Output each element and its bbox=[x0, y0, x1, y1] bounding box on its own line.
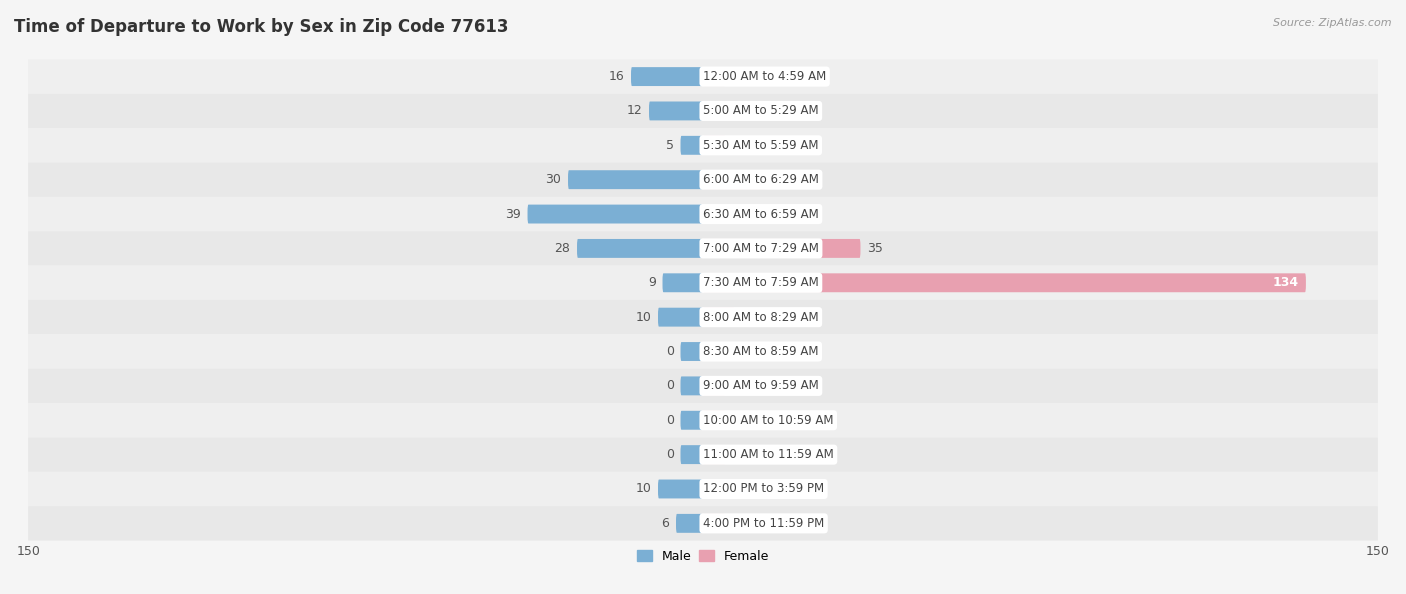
Text: 7:00 AM to 7:29 AM: 7:00 AM to 7:29 AM bbox=[703, 242, 818, 255]
FancyBboxPatch shape bbox=[28, 231, 1378, 266]
Text: 5: 5 bbox=[733, 380, 740, 393]
FancyBboxPatch shape bbox=[703, 170, 766, 189]
FancyBboxPatch shape bbox=[28, 506, 1378, 541]
FancyBboxPatch shape bbox=[658, 308, 703, 327]
Text: 5:30 AM to 5:59 AM: 5:30 AM to 5:59 AM bbox=[703, 139, 818, 152]
FancyBboxPatch shape bbox=[703, 239, 860, 258]
Text: 35: 35 bbox=[868, 242, 883, 255]
FancyBboxPatch shape bbox=[28, 128, 1378, 163]
FancyBboxPatch shape bbox=[703, 514, 725, 533]
Text: 5:00 AM to 5:29 AM: 5:00 AM to 5:29 AM bbox=[703, 105, 818, 118]
FancyBboxPatch shape bbox=[681, 411, 703, 429]
FancyBboxPatch shape bbox=[703, 102, 725, 121]
Text: 9: 9 bbox=[648, 276, 655, 289]
Text: 12:00 AM to 4:59 AM: 12:00 AM to 4:59 AM bbox=[703, 70, 827, 83]
Text: 0: 0 bbox=[733, 482, 740, 495]
Text: 0: 0 bbox=[733, 345, 740, 358]
FancyBboxPatch shape bbox=[28, 437, 1378, 472]
Text: 6:30 AM to 6:59 AM: 6:30 AM to 6:59 AM bbox=[703, 207, 818, 220]
FancyBboxPatch shape bbox=[28, 403, 1378, 437]
Text: 6: 6 bbox=[661, 517, 669, 530]
Text: 12:00 PM to 3:59 PM: 12:00 PM to 3:59 PM bbox=[703, 482, 824, 495]
FancyBboxPatch shape bbox=[703, 377, 725, 396]
FancyBboxPatch shape bbox=[658, 479, 703, 498]
Text: 10: 10 bbox=[636, 482, 651, 495]
FancyBboxPatch shape bbox=[28, 59, 1378, 94]
Text: 10:00 AM to 10:59 AM: 10:00 AM to 10:59 AM bbox=[703, 414, 834, 426]
FancyBboxPatch shape bbox=[28, 472, 1378, 506]
Text: 9:00 AM to 9:59 AM: 9:00 AM to 9:59 AM bbox=[703, 380, 818, 393]
FancyBboxPatch shape bbox=[28, 300, 1378, 334]
FancyBboxPatch shape bbox=[28, 163, 1378, 197]
Text: 0: 0 bbox=[733, 139, 740, 152]
FancyBboxPatch shape bbox=[703, 411, 725, 429]
FancyBboxPatch shape bbox=[650, 102, 703, 121]
FancyBboxPatch shape bbox=[681, 136, 703, 155]
Text: Source: ZipAtlas.com: Source: ZipAtlas.com bbox=[1274, 18, 1392, 28]
Text: 30: 30 bbox=[546, 173, 561, 186]
FancyBboxPatch shape bbox=[703, 204, 725, 223]
FancyBboxPatch shape bbox=[28, 369, 1378, 403]
Text: 7: 7 bbox=[741, 311, 749, 324]
Text: 5: 5 bbox=[733, 448, 740, 461]
Text: 7:30 AM to 7:59 AM: 7:30 AM to 7:59 AM bbox=[703, 276, 818, 289]
Text: 0: 0 bbox=[733, 414, 740, 426]
Text: 39: 39 bbox=[505, 207, 520, 220]
FancyBboxPatch shape bbox=[568, 170, 703, 189]
FancyBboxPatch shape bbox=[28, 266, 1378, 300]
Text: 0: 0 bbox=[733, 105, 740, 118]
FancyBboxPatch shape bbox=[703, 479, 725, 498]
Text: 11:00 AM to 11:59 AM: 11:00 AM to 11:59 AM bbox=[703, 448, 834, 461]
Text: 0: 0 bbox=[733, 517, 740, 530]
FancyBboxPatch shape bbox=[28, 197, 1378, 231]
FancyBboxPatch shape bbox=[28, 94, 1378, 128]
Text: 0: 0 bbox=[666, 448, 673, 461]
Text: 0: 0 bbox=[666, 380, 673, 393]
FancyBboxPatch shape bbox=[576, 239, 703, 258]
Text: 0: 0 bbox=[666, 414, 673, 426]
FancyBboxPatch shape bbox=[676, 514, 703, 533]
Text: Time of Departure to Work by Sex in Zip Code 77613: Time of Departure to Work by Sex in Zip … bbox=[14, 18, 509, 36]
FancyBboxPatch shape bbox=[703, 342, 725, 361]
FancyBboxPatch shape bbox=[681, 342, 703, 361]
Text: 0: 0 bbox=[733, 207, 740, 220]
FancyBboxPatch shape bbox=[703, 67, 725, 86]
FancyBboxPatch shape bbox=[703, 136, 725, 155]
FancyBboxPatch shape bbox=[681, 377, 703, 396]
Text: 8:00 AM to 8:29 AM: 8:00 AM to 8:29 AM bbox=[703, 311, 818, 324]
Text: 6:00 AM to 6:29 AM: 6:00 AM to 6:29 AM bbox=[703, 173, 818, 186]
Text: 0: 0 bbox=[733, 70, 740, 83]
Text: 16: 16 bbox=[609, 70, 624, 83]
FancyBboxPatch shape bbox=[681, 445, 703, 464]
Text: 134: 134 bbox=[1272, 276, 1299, 289]
FancyBboxPatch shape bbox=[631, 67, 703, 86]
Text: 5: 5 bbox=[666, 139, 673, 152]
FancyBboxPatch shape bbox=[703, 308, 734, 327]
Text: 12: 12 bbox=[627, 105, 643, 118]
Text: 10: 10 bbox=[636, 311, 651, 324]
Text: 4:00 PM to 11:59 PM: 4:00 PM to 11:59 PM bbox=[703, 517, 824, 530]
Text: 28: 28 bbox=[554, 242, 571, 255]
FancyBboxPatch shape bbox=[703, 273, 1306, 292]
FancyBboxPatch shape bbox=[703, 445, 725, 464]
Text: 14: 14 bbox=[773, 173, 789, 186]
FancyBboxPatch shape bbox=[662, 273, 703, 292]
FancyBboxPatch shape bbox=[28, 334, 1378, 369]
Text: 8:30 AM to 8:59 AM: 8:30 AM to 8:59 AM bbox=[703, 345, 818, 358]
Text: 0: 0 bbox=[666, 345, 673, 358]
FancyBboxPatch shape bbox=[527, 204, 703, 223]
Legend: Male, Female: Male, Female bbox=[631, 545, 775, 568]
